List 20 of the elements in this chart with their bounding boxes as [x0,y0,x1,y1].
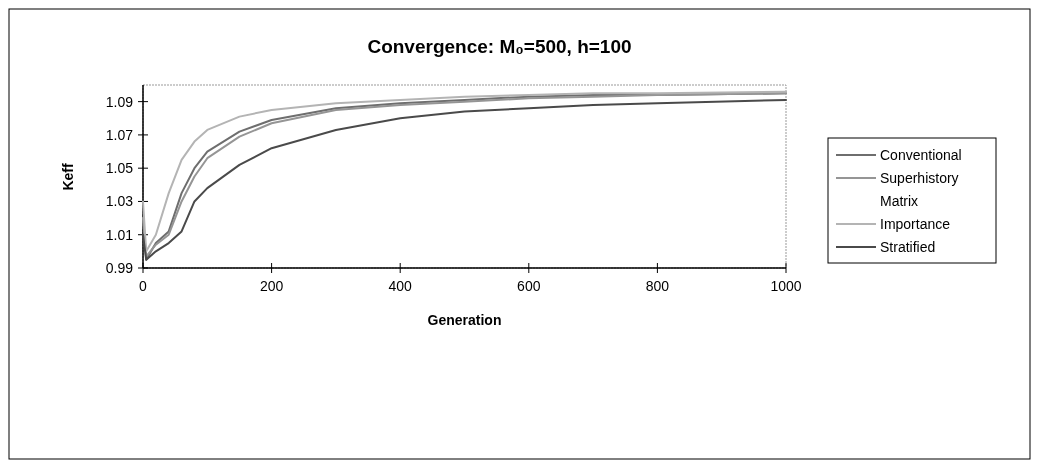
x-tick-label: 800 [645,278,670,294]
legend-label: Importance [880,215,951,232]
legend-label: Stratified [880,238,936,255]
x-tick-label: 0 [139,278,148,294]
x-tick-label: 400 [388,278,413,294]
y-axis-title: Keff [60,163,76,191]
y-tick-label: 0.99 [105,259,134,276]
text: Matrix [880,192,919,209]
legend-label: Superhistory [880,169,959,186]
x-tick-label: 200 [259,278,284,294]
legend-label: Conventional [880,146,962,163]
x-tick-label: 600 [517,278,541,294]
y-tick-label: 1.09 [105,93,134,110]
x-tick-label: 1000 [770,278,802,294]
y-tick-label: 1.05 [105,160,134,177]
chart-title: Convergence: M₀=500, h=100 [367,36,632,57]
y-tick-label: 1.01 [105,226,134,243]
y-tick-label: 1.03 [105,193,134,210]
y-tick-label: 1.07 [105,126,134,143]
x-axis-title: Generation [427,312,502,328]
